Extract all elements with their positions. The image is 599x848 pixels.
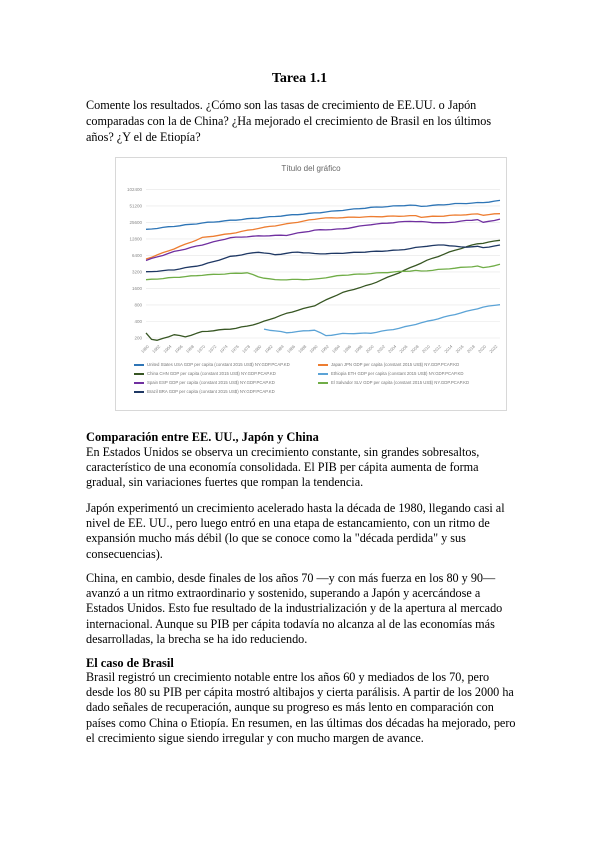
legend-swatch bbox=[134, 390, 144, 393]
x-tick-label: 2018 bbox=[466, 343, 477, 354]
y-tick-label: 51200 bbox=[129, 203, 142, 208]
x-tick-label: 2016 bbox=[455, 343, 466, 354]
x-tick-label: 2008 bbox=[410, 343, 421, 354]
series-line-6 bbox=[145, 244, 501, 273]
legend-item: Ethiopia ETH GDP per capita (constant 20… bbox=[318, 371, 463, 376]
series-line-1 bbox=[145, 213, 501, 260]
legend-label: Japan JPN GDP per capita (constant 2015 … bbox=[331, 362, 460, 367]
x-tick-label: 1966 bbox=[174, 343, 185, 354]
x-tick-label: 1964 bbox=[162, 343, 173, 354]
x-tick-label: 1998 bbox=[353, 343, 364, 354]
legend-swatch bbox=[318, 381, 328, 384]
legend-item: El Salvador SLV GDP per capita (constant… bbox=[318, 380, 469, 385]
x-tick-label: 1962 bbox=[151, 343, 162, 354]
chart-plot: 200 400 800 1600 3200 6400 12800 25600 51200 1024… bbox=[127, 187, 501, 354]
legend-swatch bbox=[318, 372, 328, 375]
legend-label: Spain ESP GDP per capita (constant 2015 … bbox=[147, 380, 275, 385]
section-heading-brazil: El caso de Brasil bbox=[86, 656, 174, 670]
paragraph-usa: En Estados Unidos se observa un crecimie… bbox=[86, 445, 480, 490]
x-tick-label: 1972 bbox=[207, 343, 218, 354]
x-tick-label: 2020 bbox=[477, 343, 488, 354]
legend-label: Ethiopia ETH GDP per capita (constant 20… bbox=[331, 371, 464, 376]
paragraph-brazil: Brasil registró un crecimiento notable e… bbox=[86, 670, 516, 745]
x-tick-label: 1978 bbox=[241, 343, 252, 354]
x-tick-label: 1992 bbox=[320, 343, 331, 354]
x-tick-label: 2022 bbox=[488, 343, 499, 354]
series-line-5 bbox=[145, 263, 501, 281]
y-tick-label: 400 bbox=[134, 319, 142, 324]
x-tick-label: 2002 bbox=[376, 343, 387, 354]
x-tick-label: 1982 bbox=[263, 343, 274, 354]
x-tick-label: 1974 bbox=[219, 343, 230, 354]
legend-item: Spain ESP GDP per capita (constant 2015 … bbox=[134, 380, 275, 385]
legend-swatch bbox=[134, 381, 144, 384]
x-tick-label: 1960 bbox=[140, 343, 151, 354]
paragraph-china: China, en cambio, desde finales de los a… bbox=[86, 571, 503, 646]
y-tick-label: 200 bbox=[134, 336, 142, 341]
y-tick-label: 3200 bbox=[132, 269, 143, 274]
legend-item: Brazil BRA GDP per capita (constant 2015… bbox=[134, 389, 275, 394]
x-tick-label: 1976 bbox=[230, 343, 241, 354]
x-tick-label: 1984 bbox=[275, 343, 286, 354]
legend-swatch bbox=[318, 363, 328, 366]
x-tick-label: 2012 bbox=[432, 343, 443, 354]
page-title: Tarea 1.1 bbox=[271, 71, 328, 86]
y-tick-label: 1600 bbox=[132, 286, 143, 291]
gdp-chart: Título del gráfico 200 400 800 1600 3200 6400… bbox=[115, 157, 507, 411]
x-tick-label: 1980 bbox=[252, 343, 263, 354]
y-tick-label: 12800 bbox=[129, 236, 142, 241]
x-tick-label: 2000 bbox=[365, 343, 376, 354]
x-tick-label: 1988 bbox=[297, 343, 308, 354]
series-line-3 bbox=[263, 304, 501, 337]
x-tick-label: 1968 bbox=[185, 343, 196, 354]
legend-swatch bbox=[134, 363, 144, 366]
legend-item: United States USA GDP per capita (consta… bbox=[134, 362, 290, 367]
x-tick-label: 1970 bbox=[196, 343, 207, 354]
legend-label: Brazil BRA GDP per capita (constant 2015… bbox=[147, 389, 275, 394]
legend-label: El Salvador SLV GDP per capita (constant… bbox=[331, 380, 470, 385]
y-tick-label: 6400 bbox=[132, 253, 143, 258]
y-tick-label: 102400 bbox=[127, 187, 143, 192]
intro-paragraph: Comente los resultados. ¿Cómo son las ta… bbox=[86, 98, 492, 144]
legend-label: China CHN GDP per capita (constant 2015 … bbox=[147, 371, 276, 376]
legend-item: Japan JPN GDP per capita (constant 2015 … bbox=[318, 362, 459, 367]
series-line-4 bbox=[145, 218, 501, 262]
legend-label: United States USA GDP per capita (consta… bbox=[147, 362, 290, 367]
y-tick-label: 25600 bbox=[129, 220, 142, 225]
x-tick-label: 2006 bbox=[398, 343, 409, 354]
paragraph-japan: Japón experimentó un crecimiento acelera… bbox=[86, 501, 505, 561]
x-tick-label: 1996 bbox=[342, 343, 353, 354]
series-line-0 bbox=[145, 199, 501, 230]
x-tick-label: 2010 bbox=[421, 343, 432, 354]
x-tick-label: 1994 bbox=[331, 343, 342, 354]
x-tick-label: 1990 bbox=[308, 343, 319, 354]
x-tick-label: 2004 bbox=[387, 343, 398, 354]
x-tick-label: 2014 bbox=[443, 343, 454, 354]
x-tick-label: 1986 bbox=[286, 343, 297, 354]
legend-swatch bbox=[134, 372, 144, 375]
y-tick-label: 800 bbox=[134, 302, 142, 307]
legend-item: China CHN GDP per capita (constant 2015 … bbox=[134, 371, 276, 376]
series-line-2 bbox=[145, 239, 501, 341]
section-heading-comparison: Comparación entre EE. UU., Japón y China bbox=[86, 430, 319, 444]
chart-title: Título del gráfico bbox=[281, 164, 341, 173]
